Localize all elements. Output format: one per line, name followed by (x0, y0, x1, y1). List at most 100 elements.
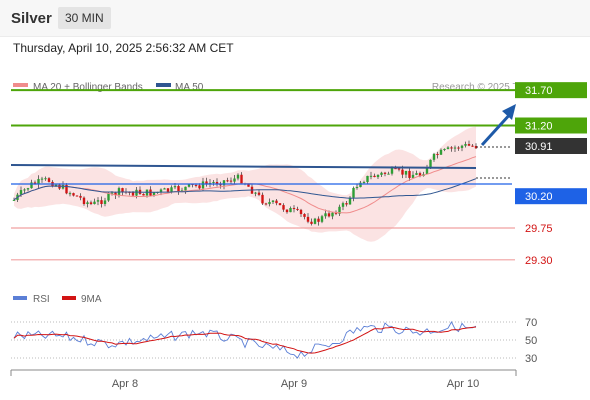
ma50-line (13, 178, 477, 201)
candle (464, 141, 467, 148)
candle (282, 203, 285, 212)
ma50-legend-swatch (156, 83, 171, 87)
price-label-31-70: 31.70 (525, 85, 553, 97)
candle (404, 170, 408, 178)
candle (23, 188, 26, 194)
candle (264, 202, 268, 206)
ma50-legend-label: MA 50 (175, 82, 204, 93)
candle (446, 146, 450, 150)
rsi-series (13, 321, 477, 359)
ma20-legend-label: MA 20 + Bollinger Bands (33, 82, 143, 93)
candle (229, 177, 233, 184)
candle (233, 174, 236, 185)
candle (292, 205, 296, 213)
candle (93, 198, 96, 205)
candle (411, 171, 415, 178)
candle (289, 206, 292, 213)
rsi-tick-70: 70 (525, 317, 537, 329)
copyright-text: Research © 2025 Trading Central (432, 82, 581, 93)
resistance-price-tag (515, 82, 587, 99)
price-levels: 31.70 31.20 30.91 30.20 29.75 29.30 (11, 82, 587, 267)
candle (341, 201, 345, 211)
price-label-30-91: 30.91 (525, 141, 553, 153)
candle (453, 145, 457, 153)
price-label-31-20: 31.20 (525, 120, 553, 132)
rsi-legend-swatch (13, 296, 27, 300)
pivot-price-tag (515, 188, 587, 205)
candle (142, 193, 145, 196)
candle (471, 144, 474, 147)
candle (40, 176, 44, 183)
candle (215, 178, 219, 187)
candle (338, 204, 341, 217)
candle (254, 191, 257, 197)
chart-header: Silver 30 MIN (0, 0, 590, 37)
candle (443, 148, 446, 152)
interval-button[interactable]: 30 MIN (58, 7, 111, 29)
candle (366, 175, 369, 184)
candle (100, 196, 103, 208)
candle (320, 214, 324, 224)
candle (439, 148, 443, 156)
price-label-29-30: 29.30 (525, 255, 553, 267)
ma20-legend-swatch (13, 83, 28, 87)
rsi-tick-50: 50 (525, 335, 537, 347)
rsi-legend-label: RSI (33, 294, 50, 305)
candle (184, 186, 187, 194)
candle (82, 196, 86, 206)
candle (96, 197, 100, 206)
candle (408, 167, 411, 181)
candle (68, 191, 72, 197)
candle (383, 171, 387, 177)
rsi-ma9-line (13, 326, 477, 354)
ma9-legend-swatch (62, 296, 76, 300)
price-level-support: 29.30 (11, 255, 553, 267)
candle (163, 187, 166, 190)
candle (47, 177, 51, 183)
candle (205, 177, 208, 187)
candle (278, 203, 282, 206)
candle (432, 152, 436, 162)
x-tick-apr10: Apr 10 (447, 378, 479, 390)
rsi-line (13, 321, 477, 359)
price-level-pivot: 30.20 (515, 188, 587, 205)
resistance-trend-line (10, 164, 477, 169)
candle (352, 186, 355, 202)
candle (61, 181, 65, 190)
candle (12, 197, 16, 201)
resistance-price-tag (515, 117, 587, 134)
candle (26, 187, 30, 192)
candle (103, 197, 107, 207)
candle (285, 209, 289, 214)
candle (212, 179, 215, 186)
candle (450, 146, 453, 152)
projection-arrow-icon (502, 104, 516, 120)
datetime-label: Thursday, April 10, 2025 2:56:32 AM CET (13, 41, 234, 55)
symbol-title: Silver (11, 10, 52, 27)
candle (79, 193, 82, 201)
candle (369, 171, 373, 180)
projection-arrow-line (480, 110, 514, 147)
candle (415, 170, 418, 176)
candle (261, 192, 264, 206)
candle (425, 164, 429, 175)
candle (222, 180, 226, 190)
candle (86, 200, 89, 208)
candle (362, 180, 366, 184)
candle (324, 209, 327, 219)
candle (226, 177, 229, 183)
rsi-tick-30: 30 (525, 353, 537, 365)
candle (313, 217, 317, 225)
candle (457, 146, 460, 151)
candle (65, 183, 68, 195)
candle (348, 196, 352, 205)
candle (345, 201, 348, 207)
candle (380, 171, 383, 177)
candle (37, 175, 40, 188)
candle (310, 218, 313, 226)
candle (75, 195, 79, 197)
x-tick-apr8: Apr 8 (112, 378, 138, 390)
candle (296, 206, 299, 211)
candle (467, 140, 471, 147)
